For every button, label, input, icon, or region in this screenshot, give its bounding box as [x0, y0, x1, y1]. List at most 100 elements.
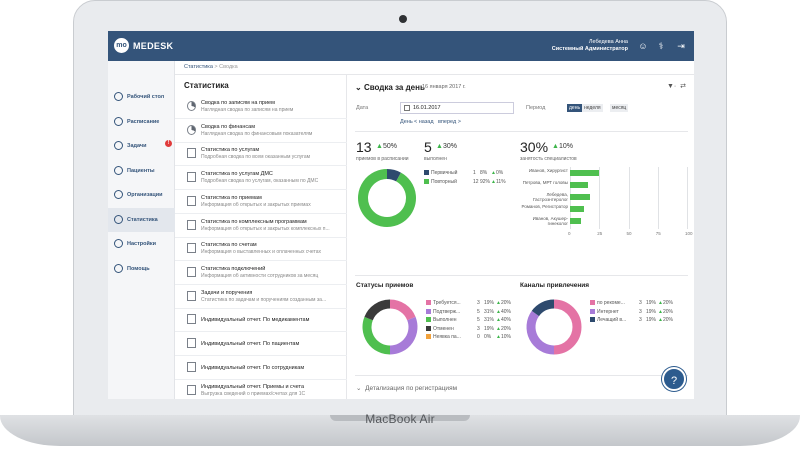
- legend-pct: 19%: [484, 325, 495, 332]
- sidebar-item-6[interactable]: Настройки: [108, 232, 175, 256]
- table-icon: [187, 219, 196, 230]
- bar: [570, 194, 590, 200]
- sidebar-item-4[interactable]: Организации: [108, 183, 175, 207]
- x-tick-label: 25: [597, 231, 603, 236]
- sidebar-item-3[interactable]: Пациенты: [108, 159, 175, 183]
- legend-delta: ▲0%: [491, 170, 504, 176]
- statuses-donut-chart: [360, 297, 420, 357]
- legend-delta: ▲20%: [658, 317, 673, 323]
- doctor-icon[interactable]: ⚕: [658, 41, 664, 51]
- period-week-button[interactable]: неделя: [582, 104, 603, 112]
- legend-delta: ▲20%: [658, 308, 673, 315]
- legend-swatch: [590, 317, 595, 322]
- date-input[interactable]: 16.01.2017: [400, 102, 514, 114]
- sidebar-item-5[interactable]: Статистика: [108, 207, 175, 232]
- legend-row: Лечащий в...: [590, 317, 626, 323]
- legend-row: Неявка па...: [426, 334, 461, 340]
- list-item[interactable]: Статистика по приемам Информация об откры…: [175, 190, 347, 214]
- list-title: Статистика: [184, 81, 229, 90]
- period-day-button[interactable]: день: [567, 104, 583, 112]
- refresh-icon[interactable]: ⇄: [680, 83, 686, 90]
- organizations-icon: [114, 190, 123, 199]
- list-item[interactable]: Индивидуальный отчет. По сотрудникам: [175, 356, 347, 380]
- logout-icon[interactable]: ⇥: [677, 41, 685, 51]
- list-item[interactable]: Сводка по финансам Наглядная сводка по фи…: [175, 119, 347, 143]
- arrow-up-icon: ▲: [658, 317, 663, 323]
- bar-label: Иванов, Хирургист: [528, 168, 568, 173]
- bar: [570, 206, 585, 212]
- kpi-done-value: 5: [424, 139, 432, 155]
- filter-icon[interactable]: ▼·: [666, 83, 677, 90]
- sidebar-item-label: Задачи: [127, 143, 147, 149]
- list-item[interactable]: Индивидуальный отчет. По медикаментам: [175, 308, 347, 333]
- user-name: Лебедева Анна: [588, 39, 628, 45]
- list-item-title: Статистика по комплексным программам: [201, 218, 307, 225]
- legend-name: Выполнен: [433, 317, 457, 323]
- sidebar-item-2[interactable]: Задачи!: [108, 134, 175, 158]
- list-item[interactable]: Индивидуальный отчет. Приемы и счета Выгр…: [175, 379, 347, 399]
- arrow-up-icon: ▲: [496, 334, 501, 340]
- list-item-title: Статистика по услугам ДМС: [201, 171, 273, 178]
- sidebar-item-1[interactable]: Расписание: [108, 110, 175, 134]
- sidebar-item-0[interactable]: Рабочий стол: [108, 85, 175, 109]
- smile-icon[interactable]: ☺: [638, 41, 648, 51]
- list-item[interactable]: Сводка по записям на прием Наглядная свод…: [175, 95, 347, 119]
- list-item-title: Индивидуальный отчет. По медикаментам: [201, 317, 310, 324]
- legend-pct: 0%: [484, 334, 492, 340]
- legend-count: 3: [477, 325, 480, 332]
- kpi-visits-delta: ▲50%: [376, 143, 397, 150]
- breadcrumb-separator: >: [212, 64, 220, 70]
- breadcrumb-parent[interactable]: Статистика: [184, 64, 213, 70]
- pie-chart-icon: [187, 124, 196, 135]
- legend-delta: ▲40%: [496, 317, 511, 323]
- list-item-subtitle: Информация об открытых и закрытых приема…: [201, 201, 311, 208]
- arrow-up-icon: ▲: [496, 325, 501, 332]
- legend-count: 1: [473, 170, 476, 176]
- help-button[interactable]: ?: [662, 367, 686, 391]
- bar: [570, 218, 581, 224]
- detail-section-toggle[interactable]: ⌄ Детализация по регистрациям: [356, 385, 458, 392]
- list-item[interactable]: Статистика по услугам Подробная сводка по…: [175, 142, 347, 167]
- sidebar-item-label: Настройки: [127, 241, 157, 247]
- statuses-title: Статусы приемов: [356, 282, 414, 289]
- legend-name: Требуется...: [433, 300, 461, 306]
- x-tick-label: 0: [568, 231, 571, 236]
- legend-name: Интернет: [597, 308, 619, 315]
- legend-count: 3: [639, 300, 642, 306]
- legend-pct: 92%: [480, 178, 491, 185]
- list-item[interactable]: Индивидуальный отчет. По пациентам: [175, 332, 347, 356]
- legend-pct: 8%: [480, 170, 488, 176]
- sidebar-item-label: Организации: [127, 192, 163, 198]
- list-item-title: Индивидуальный отчет. Приемы и счета: [201, 384, 305, 391]
- list-item[interactable]: Статистика по комплексным программам Инфо…: [175, 214, 347, 238]
- list-item[interactable]: Статистика по услугам ДМС Подробная сводк…: [175, 166, 347, 191]
- visits-donut-slice-1: [358, 169, 416, 227]
- statuses-donut-svg: [362, 299, 418, 355]
- document-icon: [187, 385, 196, 396]
- logo-icon[interactable]: mo: [114, 38, 129, 53]
- legend-count: 3: [639, 317, 642, 323]
- summary-title[interactable]: ⌄ Сводка за день: [355, 83, 425, 92]
- gridline: [687, 167, 688, 229]
- statuses-donut-slice-1: [389, 316, 418, 355]
- day-forward-link[interactable]: вперед >: [438, 119, 461, 125]
- patients-icon: [114, 165, 123, 175]
- legend-delta: ▲40%: [496, 308, 511, 315]
- list-item[interactable]: Задачи и поручения Статистика по задачам …: [175, 285, 347, 309]
- sidebar-item-7[interactable]: Помощь: [108, 257, 175, 281]
- gridline: [599, 167, 601, 229]
- table-icon: [187, 266, 196, 277]
- legend-row: Интернет: [590, 308, 619, 315]
- list-item[interactable]: Статистика по счетам Информация о выставл…: [175, 237, 347, 262]
- list-item[interactable]: Статистика подключений Информация об акти…: [175, 261, 347, 285]
- user-info[interactable]: Лебедева Анна Системный Администратор: [552, 39, 628, 53]
- legend-row: Отменен: [426, 325, 454, 332]
- list-item-subtitle: Информация об активности сотрудников за …: [201, 272, 319, 279]
- device-label: MacBook Air: [365, 412, 435, 426]
- legend-count: 5: [477, 308, 480, 315]
- day-back-link[interactable]: < назад: [414, 119, 434, 125]
- arrow-up-icon: ▲: [658, 308, 663, 315]
- arrow-up-icon: ▲: [491, 170, 496, 176]
- period-month-button[interactable]: месяц: [610, 104, 629, 112]
- channels-title: Каналы привлечения: [520, 282, 590, 289]
